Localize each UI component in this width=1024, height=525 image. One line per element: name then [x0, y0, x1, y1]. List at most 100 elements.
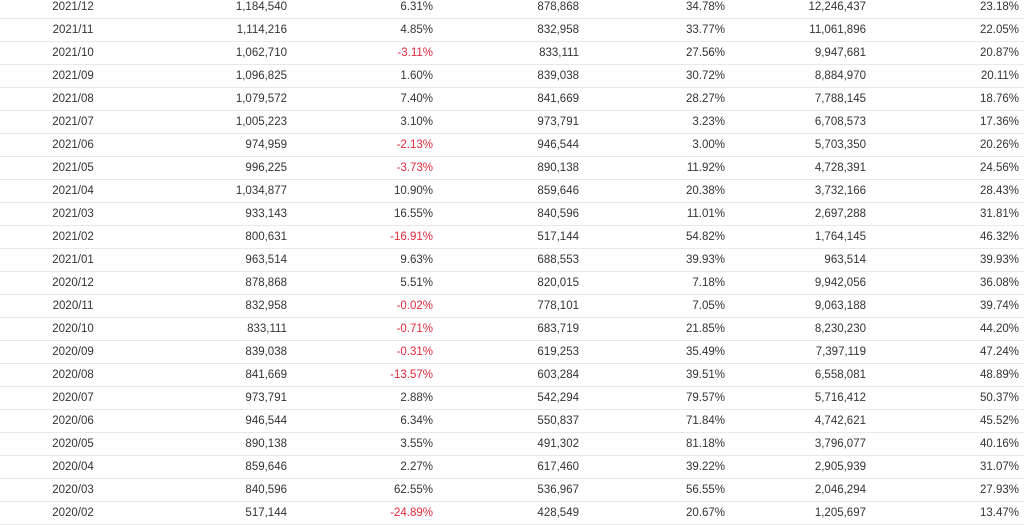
change-cell: 7.40% [287, 87, 433, 111]
value-cell: 839,038 [146, 340, 287, 364]
month-cell: 2021/07 [0, 110, 146, 134]
month-cell: 2020/12 [0, 271, 146, 295]
month-cell: 2020/10 [0, 317, 146, 341]
value-cell: 890,138 [146, 432, 287, 456]
growth-cell: 39.22% [579, 455, 725, 479]
growth-cell: 35.49% [579, 340, 725, 364]
cumulative-cell: 11,061,896 [725, 18, 866, 42]
cumulative-cell: 9,947,681 [725, 41, 866, 65]
cumulative-cell: 5,703,350 [725, 133, 866, 157]
prev-value-cell: 820,015 [433, 271, 579, 295]
change-cell: -24.89% [287, 501, 433, 525]
cumulative-growth-cell: 27.93% [866, 478, 1024, 502]
month-cell: 2021/08 [0, 87, 146, 111]
growth-cell: 20.38% [579, 179, 725, 203]
month-cell: 2020/02 [0, 501, 146, 525]
change-cell: 10.90% [287, 179, 433, 203]
prev-value-cell: 833,111 [433, 41, 579, 65]
value-cell: 517,144 [146, 501, 287, 525]
growth-cell: 81.18% [579, 432, 725, 456]
cumulative-growth-cell: 28.43% [866, 179, 1024, 203]
change-cell: 6.31% [287, 0, 433, 19]
cumulative-growth-cell: 31.81% [866, 202, 1024, 226]
growth-cell: 79.57% [579, 386, 725, 410]
value-cell: 833,111 [146, 317, 287, 341]
cumulative-cell: 1,764,145 [725, 225, 866, 249]
table-row: 2020/09 839,038 -0.31% 619,253 35.49% 7,397,1… [0, 340, 1024, 364]
month-cell: 2021/06 [0, 133, 146, 157]
table-row: 2020/07 973,791 2.88% 542,294 79.57% 5,716,41… [0, 386, 1024, 410]
table-row: 2021/05 996,225 -3.73% 890,138 11.92% 4,728,3… [0, 156, 1024, 180]
table-row: 2021/06 974,959 -2.13% 946,544 3.00% 5,703,35… [0, 133, 1024, 157]
cumulative-cell: 9,942,056 [725, 271, 866, 295]
cumulative-growth-cell: 24.56% [866, 156, 1024, 180]
month-cell: 2020/04 [0, 455, 146, 479]
growth-cell: 7.05% [579, 294, 725, 318]
table-row: 2021/04 1,034,877 10.90% 859,646 20.38% 3,732… [0, 179, 1024, 203]
change-cell: -0.71% [287, 317, 433, 341]
change-cell: -16.91% [287, 225, 433, 249]
cumulative-growth-cell: 45.52% [866, 409, 1024, 433]
prev-value-cell: 542,294 [433, 386, 579, 410]
prev-value-cell: 619,253 [433, 340, 579, 364]
value-cell: 841,669 [146, 363, 287, 387]
table-row: 2021/12 1,184,540 6.31% 878,868 34.78% 12,246… [0, 0, 1024, 19]
growth-cell: 56.55% [579, 478, 725, 502]
prev-value-cell: 878,868 [433, 0, 579, 19]
cumulative-cell: 7,788,145 [725, 87, 866, 111]
cumulative-growth-cell: 50.37% [866, 386, 1024, 410]
table-row: 2021/01 963,514 9.63% 688,553 39.93% 963,514 3… [0, 248, 1024, 272]
table-row: 2021/09 1,096,825 1.60% 839,038 30.72% 8,884,… [0, 64, 1024, 88]
prev-value-cell: 840,596 [433, 202, 579, 226]
change-cell: 2.27% [287, 455, 433, 479]
growth-cell: 3.23% [579, 110, 725, 134]
table-row: 2020/02 517,144 -24.89% 428,549 20.67% 1,205,… [0, 501, 1024, 525]
month-cell: 2020/09 [0, 340, 146, 364]
table-row: 2020/08 841,669 -13.57% 603,284 39.51% 6,558,… [0, 363, 1024, 387]
table-row: 2021/08 1,079,572 7.40% 841,669 28.27% 7,788,… [0, 87, 1024, 111]
table-row: 2020/06 946,544 6.34% 550,837 71.84% 4,742,62… [0, 409, 1024, 433]
prev-value-cell: 839,038 [433, 64, 579, 88]
prev-value-cell: 688,553 [433, 248, 579, 272]
cumulative-cell: 2,905,939 [725, 455, 866, 479]
month-cell: 2020/11 [0, 294, 146, 318]
growth-cell: 11.92% [579, 156, 725, 180]
month-cell: 2020/07 [0, 386, 146, 410]
prev-value-cell: 603,284 [433, 363, 579, 387]
cumulative-growth-cell: 39.74% [866, 294, 1024, 318]
cumulative-cell: 6,708,573 [725, 110, 866, 134]
change-cell: 4.85% [287, 18, 433, 42]
change-cell: 1.60% [287, 64, 433, 88]
prev-value-cell: 778,101 [433, 294, 579, 318]
cumulative-growth-cell: 20.87% [866, 41, 1024, 65]
prev-value-cell: 973,791 [433, 110, 579, 134]
value-cell: 1,005,223 [146, 110, 287, 134]
cumulative-cell: 4,742,621 [725, 409, 866, 433]
month-cell: 2021/02 [0, 225, 146, 249]
growth-cell: 71.84% [579, 409, 725, 433]
month-cell: 2021/04 [0, 179, 146, 203]
change-cell: -0.31% [287, 340, 433, 364]
change-cell: 6.34% [287, 409, 433, 433]
cumulative-cell: 8,230,230 [725, 317, 866, 341]
table-row: 2021/07 1,005,223 3.10% 973,791 3.23% 6,708,5… [0, 110, 1024, 134]
month-cell: 2021/09 [0, 64, 146, 88]
growth-cell: 30.72% [579, 64, 725, 88]
table-row: 2020/05 890,138 3.55% 491,302 81.18% 3,796,07… [0, 432, 1024, 456]
cumulative-cell: 7,397,119 [725, 340, 866, 364]
prev-value-cell: 517,144 [433, 225, 579, 249]
cumulative-cell: 5,716,412 [725, 386, 866, 410]
value-cell: 996,225 [146, 156, 287, 180]
cumulative-growth-cell: 48.89% [866, 363, 1024, 387]
cumulative-cell: 6,558,081 [725, 363, 866, 387]
change-cell: 5.51% [287, 271, 433, 295]
change-cell: 2.88% [287, 386, 433, 410]
month-cell: 2021/11 [0, 18, 146, 42]
cumulative-growth-cell: 36.08% [866, 271, 1024, 295]
growth-cell: 54.82% [579, 225, 725, 249]
value-cell: 1,184,540 [146, 0, 287, 19]
prev-value-cell: 683,719 [433, 317, 579, 341]
growth-cell: 7.18% [579, 271, 725, 295]
